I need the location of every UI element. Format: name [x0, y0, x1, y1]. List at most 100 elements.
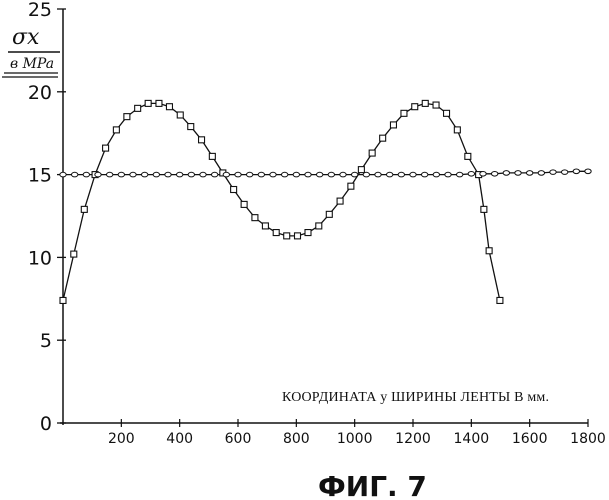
- data-point-circle: [445, 172, 451, 177]
- data-point-square: [326, 211, 332, 217]
- data-point-circle: [130, 172, 136, 177]
- data-point-circle: [281, 172, 287, 177]
- data-point-circle: [60, 172, 66, 177]
- data-point-square: [369, 150, 375, 156]
- data-point-square: [145, 100, 151, 106]
- x-tick-label: 1600: [512, 431, 548, 447]
- data-point-square: [177, 112, 183, 118]
- data-point-square: [199, 137, 205, 143]
- data-point-circle: [293, 172, 299, 177]
- data-point-square: [433, 102, 439, 108]
- data-point-circle: [375, 172, 381, 177]
- data-point-circle: [433, 172, 439, 177]
- data-point-square: [444, 110, 450, 116]
- data-point-square: [337, 198, 343, 204]
- data-point-circle: [328, 172, 334, 177]
- data-point-circle: [153, 172, 159, 177]
- data-point-circle: [118, 172, 124, 177]
- figure-caption: ФИГ. 7: [318, 470, 427, 500]
- data-point-square: [465, 153, 471, 159]
- y-tick-label: 25: [28, 0, 52, 21]
- data-point-square: [295, 233, 301, 239]
- data-point-circle: [71, 172, 77, 177]
- x-tick-label: 1000: [337, 431, 373, 447]
- data-point-circle: [550, 170, 556, 175]
- data-point-circle: [398, 172, 404, 177]
- y-tick-label: 0: [40, 413, 52, 435]
- data-point-square: [166, 104, 172, 110]
- y-axis-label-top: σx: [12, 25, 40, 50]
- data-point-circle: [526, 171, 532, 176]
- data-point-circle: [305, 172, 311, 177]
- data-point-square: [454, 127, 460, 133]
- data-point-square: [124, 114, 130, 120]
- data-point-circle: [95, 172, 101, 177]
- data-point-circle: [211, 172, 217, 177]
- data-point-circle: [386, 172, 392, 177]
- data-point-square: [481, 206, 487, 212]
- data-point-circle: [83, 172, 89, 177]
- data-point-square: [401, 110, 407, 116]
- data-point-circle: [351, 172, 357, 177]
- data-point-circle: [188, 172, 194, 177]
- data-point-circle: [200, 172, 206, 177]
- data-point-square: [135, 105, 141, 111]
- x-tick-label: 600: [225, 431, 252, 447]
- data-point-square: [497, 297, 503, 303]
- data-point-square: [103, 145, 109, 151]
- data-point-square: [60, 297, 66, 303]
- data-point-circle: [585, 169, 591, 174]
- x-tick-label: 1800: [570, 431, 606, 447]
- x-tick-label: 200: [108, 431, 135, 447]
- data-point-square: [262, 223, 268, 229]
- data-point-square: [358, 167, 364, 173]
- data-point-circle: [468, 171, 474, 176]
- data-point-square: [486, 248, 492, 254]
- y-tick-label: 20: [28, 82, 52, 104]
- data-point-square: [231, 187, 237, 193]
- data-point-circle: [176, 172, 182, 177]
- x-tick-label: 800: [283, 431, 310, 447]
- data-point-circle: [491, 171, 497, 176]
- data-point-circle: [410, 172, 416, 177]
- axes: [60, 9, 588, 425]
- data-point-square: [305, 230, 311, 236]
- data-point-square: [348, 183, 354, 189]
- data-point-circle: [561, 170, 567, 175]
- data-point-circle: [480, 171, 486, 176]
- data-point-circle: [246, 172, 252, 177]
- data-point-square: [81, 206, 87, 212]
- data-point-circle: [538, 171, 544, 176]
- data-point-square: [71, 251, 77, 257]
- data-point-square: [156, 100, 162, 106]
- x-tick-label: 1400: [454, 431, 490, 447]
- data-point-circle: [270, 172, 276, 177]
- y-tick-label: 10: [28, 247, 52, 269]
- data-point-circle: [503, 171, 509, 176]
- x-axis-label: КООРДИНАТА y ШИРИНЫ ЛЕНТЫ В мм.: [282, 390, 549, 405]
- data-point-circle: [515, 171, 521, 176]
- data-point-square: [412, 104, 418, 110]
- y-axis-label-bottom: в MPa: [10, 56, 54, 72]
- y-tick-label: 5: [40, 330, 52, 352]
- data-point-square: [241, 201, 247, 207]
- series-lines: [63, 103, 588, 300]
- data-point-square: [316, 223, 322, 229]
- y-tick-label: 15: [28, 165, 52, 187]
- data-point-square: [113, 127, 119, 133]
- data-point-circle: [316, 172, 322, 177]
- data-point-circle: [223, 172, 229, 177]
- x-tick-label: 1200: [395, 431, 431, 447]
- data-point-circle: [106, 172, 112, 177]
- data-point-square: [422, 100, 428, 106]
- data-point-square: [273, 230, 279, 236]
- data-point-circle: [456, 172, 462, 177]
- data-point-square: [252, 215, 258, 221]
- data-point-circle: [235, 172, 241, 177]
- series-line-square: [63, 103, 500, 300]
- data-point-square: [284, 233, 290, 239]
- data-point-circle: [363, 172, 369, 177]
- data-point-square: [390, 122, 396, 128]
- data-point-circle: [165, 172, 171, 177]
